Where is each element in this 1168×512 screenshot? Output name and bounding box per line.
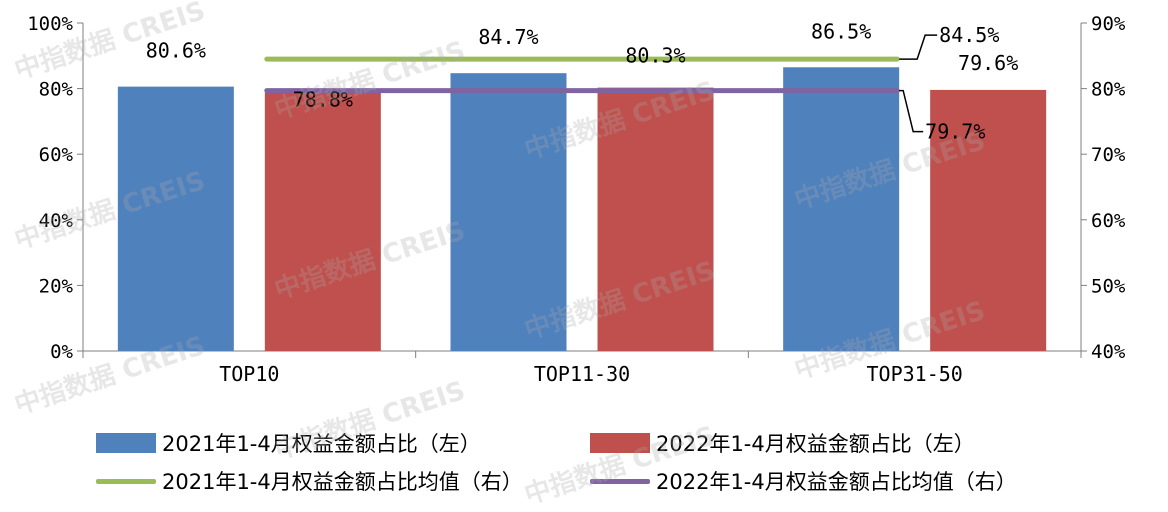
legend-item-2022-avg: 2022年1-4月权益金额占比均值（右） xyxy=(590,466,1017,496)
y-right-tick-label: 40% xyxy=(1091,341,1126,363)
bar-2022-TOP31-50 xyxy=(930,89,1047,352)
legend-item-2021-avg: 2021年1-4月权益金额占比均值（右） xyxy=(96,466,523,496)
avg-label-2022: 79.7% xyxy=(925,120,985,144)
legend-item-2022-bar: 2022年1-4月权益金额占比（左） xyxy=(590,428,975,458)
y-left-tick-label: 40% xyxy=(39,210,74,232)
legend-label-2022-bar: 2022年1-4月权益金额占比（左） xyxy=(656,432,975,456)
legend-swatch-2021-avg xyxy=(96,478,156,484)
bar-2021-TOP10 xyxy=(117,86,234,351)
y-left-tick-label: 100% xyxy=(27,13,73,35)
y-left-tick-label: 20% xyxy=(39,275,74,297)
x-tick-label: TOP31-50 xyxy=(867,362,963,386)
legend-swatch-2021-bar xyxy=(96,433,156,453)
x-tick-label: TOP11-30 xyxy=(534,362,630,386)
data-label-2022: 80.3% xyxy=(625,44,685,68)
y-right-tick-label: 60% xyxy=(1091,210,1126,232)
legend-label-2021-bar: 2021年1-4月权益金额占比（左） xyxy=(162,432,481,456)
x-tick-label: TOP10 xyxy=(219,362,279,386)
bar-2022-TOP10 xyxy=(264,92,381,351)
legend-swatch-2022-avg xyxy=(590,478,650,484)
y-right-tick-label: 50% xyxy=(1091,275,1126,297)
legend-label-2021-avg: 2021年1-4月权益金额占比均值（右） xyxy=(162,470,523,494)
data-label-2021: 84.7% xyxy=(478,25,538,49)
legend-item-2021-bar: 2021年1-4月权益金额占比（左） xyxy=(96,428,481,458)
y-right-tick-label: 80% xyxy=(1091,79,1126,101)
data-label-2021: 80.6% xyxy=(146,39,206,63)
bar-2021-TOP11-30 xyxy=(450,73,567,352)
callout-leader-2022 xyxy=(899,89,924,133)
y-right-tick-label: 90% xyxy=(1091,13,1126,35)
callout-leader-2021 xyxy=(899,34,938,60)
avg-label-2021: 84.5% xyxy=(939,23,999,47)
y-left-tick-label: 80% xyxy=(39,79,74,101)
data-label-2021: 86.5% xyxy=(811,19,871,43)
bar-2022-TOP11-30 xyxy=(597,87,714,351)
legend-label-2022-avg: 2022年1-4月权益金额占比均值（右） xyxy=(656,470,1017,494)
chart-canvas: 0% 20% 40% 60% 80% 100% 40% 50% 60% 70% 80% 90% TOP1… xyxy=(27,13,1126,386)
y-right-tick-label: 70% xyxy=(1091,144,1126,166)
legend-swatch-2022-bar xyxy=(590,433,650,453)
data-label-2022: 78.8% xyxy=(293,88,353,112)
y-left-tick-label: 0% xyxy=(50,341,73,363)
y-left-tick-label: 60% xyxy=(39,144,74,166)
bar-2021-TOP31-50 xyxy=(783,67,900,351)
data-label-2022: 79.6% xyxy=(958,51,1018,75)
chart-legend: 2021年1-4月权益金额占比（左） 2022年1-4月权益金额占比（左） 20… xyxy=(0,420,1168,509)
